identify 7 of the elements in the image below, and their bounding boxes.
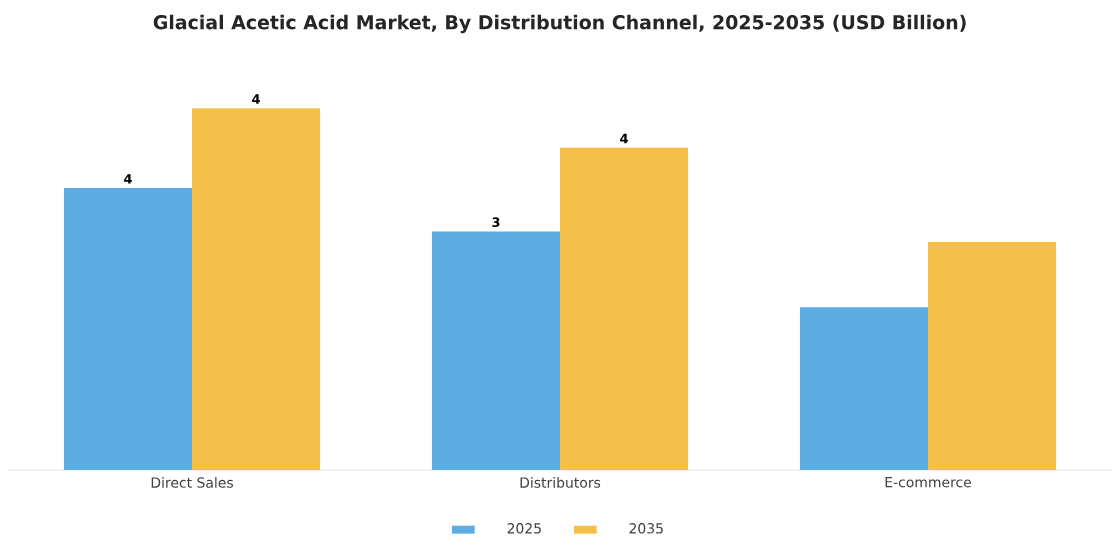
bar <box>431 231 561 470</box>
bar <box>63 187 192 470</box>
bar <box>799 307 929 470</box>
chart-title: Glacial Acetic Acid Market, By Distribution Channel, 2025-2035 (USD Billion) <box>153 14 966 34</box>
bar <box>928 241 1057 470</box>
bar <box>560 147 689 470</box>
bar <box>192 108 321 470</box>
